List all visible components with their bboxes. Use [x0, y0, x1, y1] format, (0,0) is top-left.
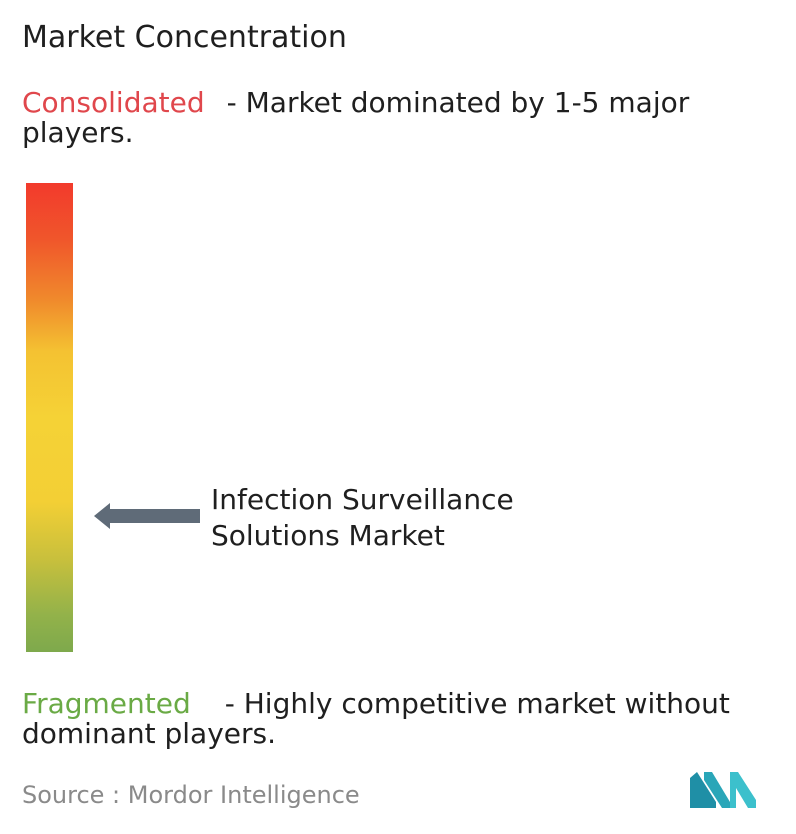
market-label-line1: Infection Surveillance — [211, 483, 514, 516]
logo-left-shape — [690, 772, 716, 808]
consolidated-description: - Market dominated by 1-5 major players. — [22, 86, 690, 149]
chart-title: Market Concentration — [22, 20, 347, 55]
left-arrow-icon — [94, 503, 200, 529]
arrow-head — [94, 503, 200, 529]
fragmented-legend: Fragmented - Highly competitive market wi… — [22, 689, 792, 749]
market-label-line2: Solutions Market — [211, 519, 445, 552]
concentration-scale-bar — [26, 183, 73, 652]
mordor-intelligence-logo — [690, 772, 756, 808]
logo-right-shape — [730, 772, 756, 808]
fragmented-label: Fragmented — [22, 687, 191, 720]
source-credit: Source : Mordor Intelligence — [22, 781, 360, 809]
consolidated-legend: Consolidated - Market dominated by 1-5 ma… — [22, 88, 792, 148]
market-marker-label: Infection Surveillance Solutions Market — [211, 482, 514, 554]
logo-middle-shape — [704, 772, 730, 808]
consolidated-label: Consolidated — [22, 86, 205, 119]
fragmented-description: - Highly competitive market without domi… — [22, 687, 730, 750]
